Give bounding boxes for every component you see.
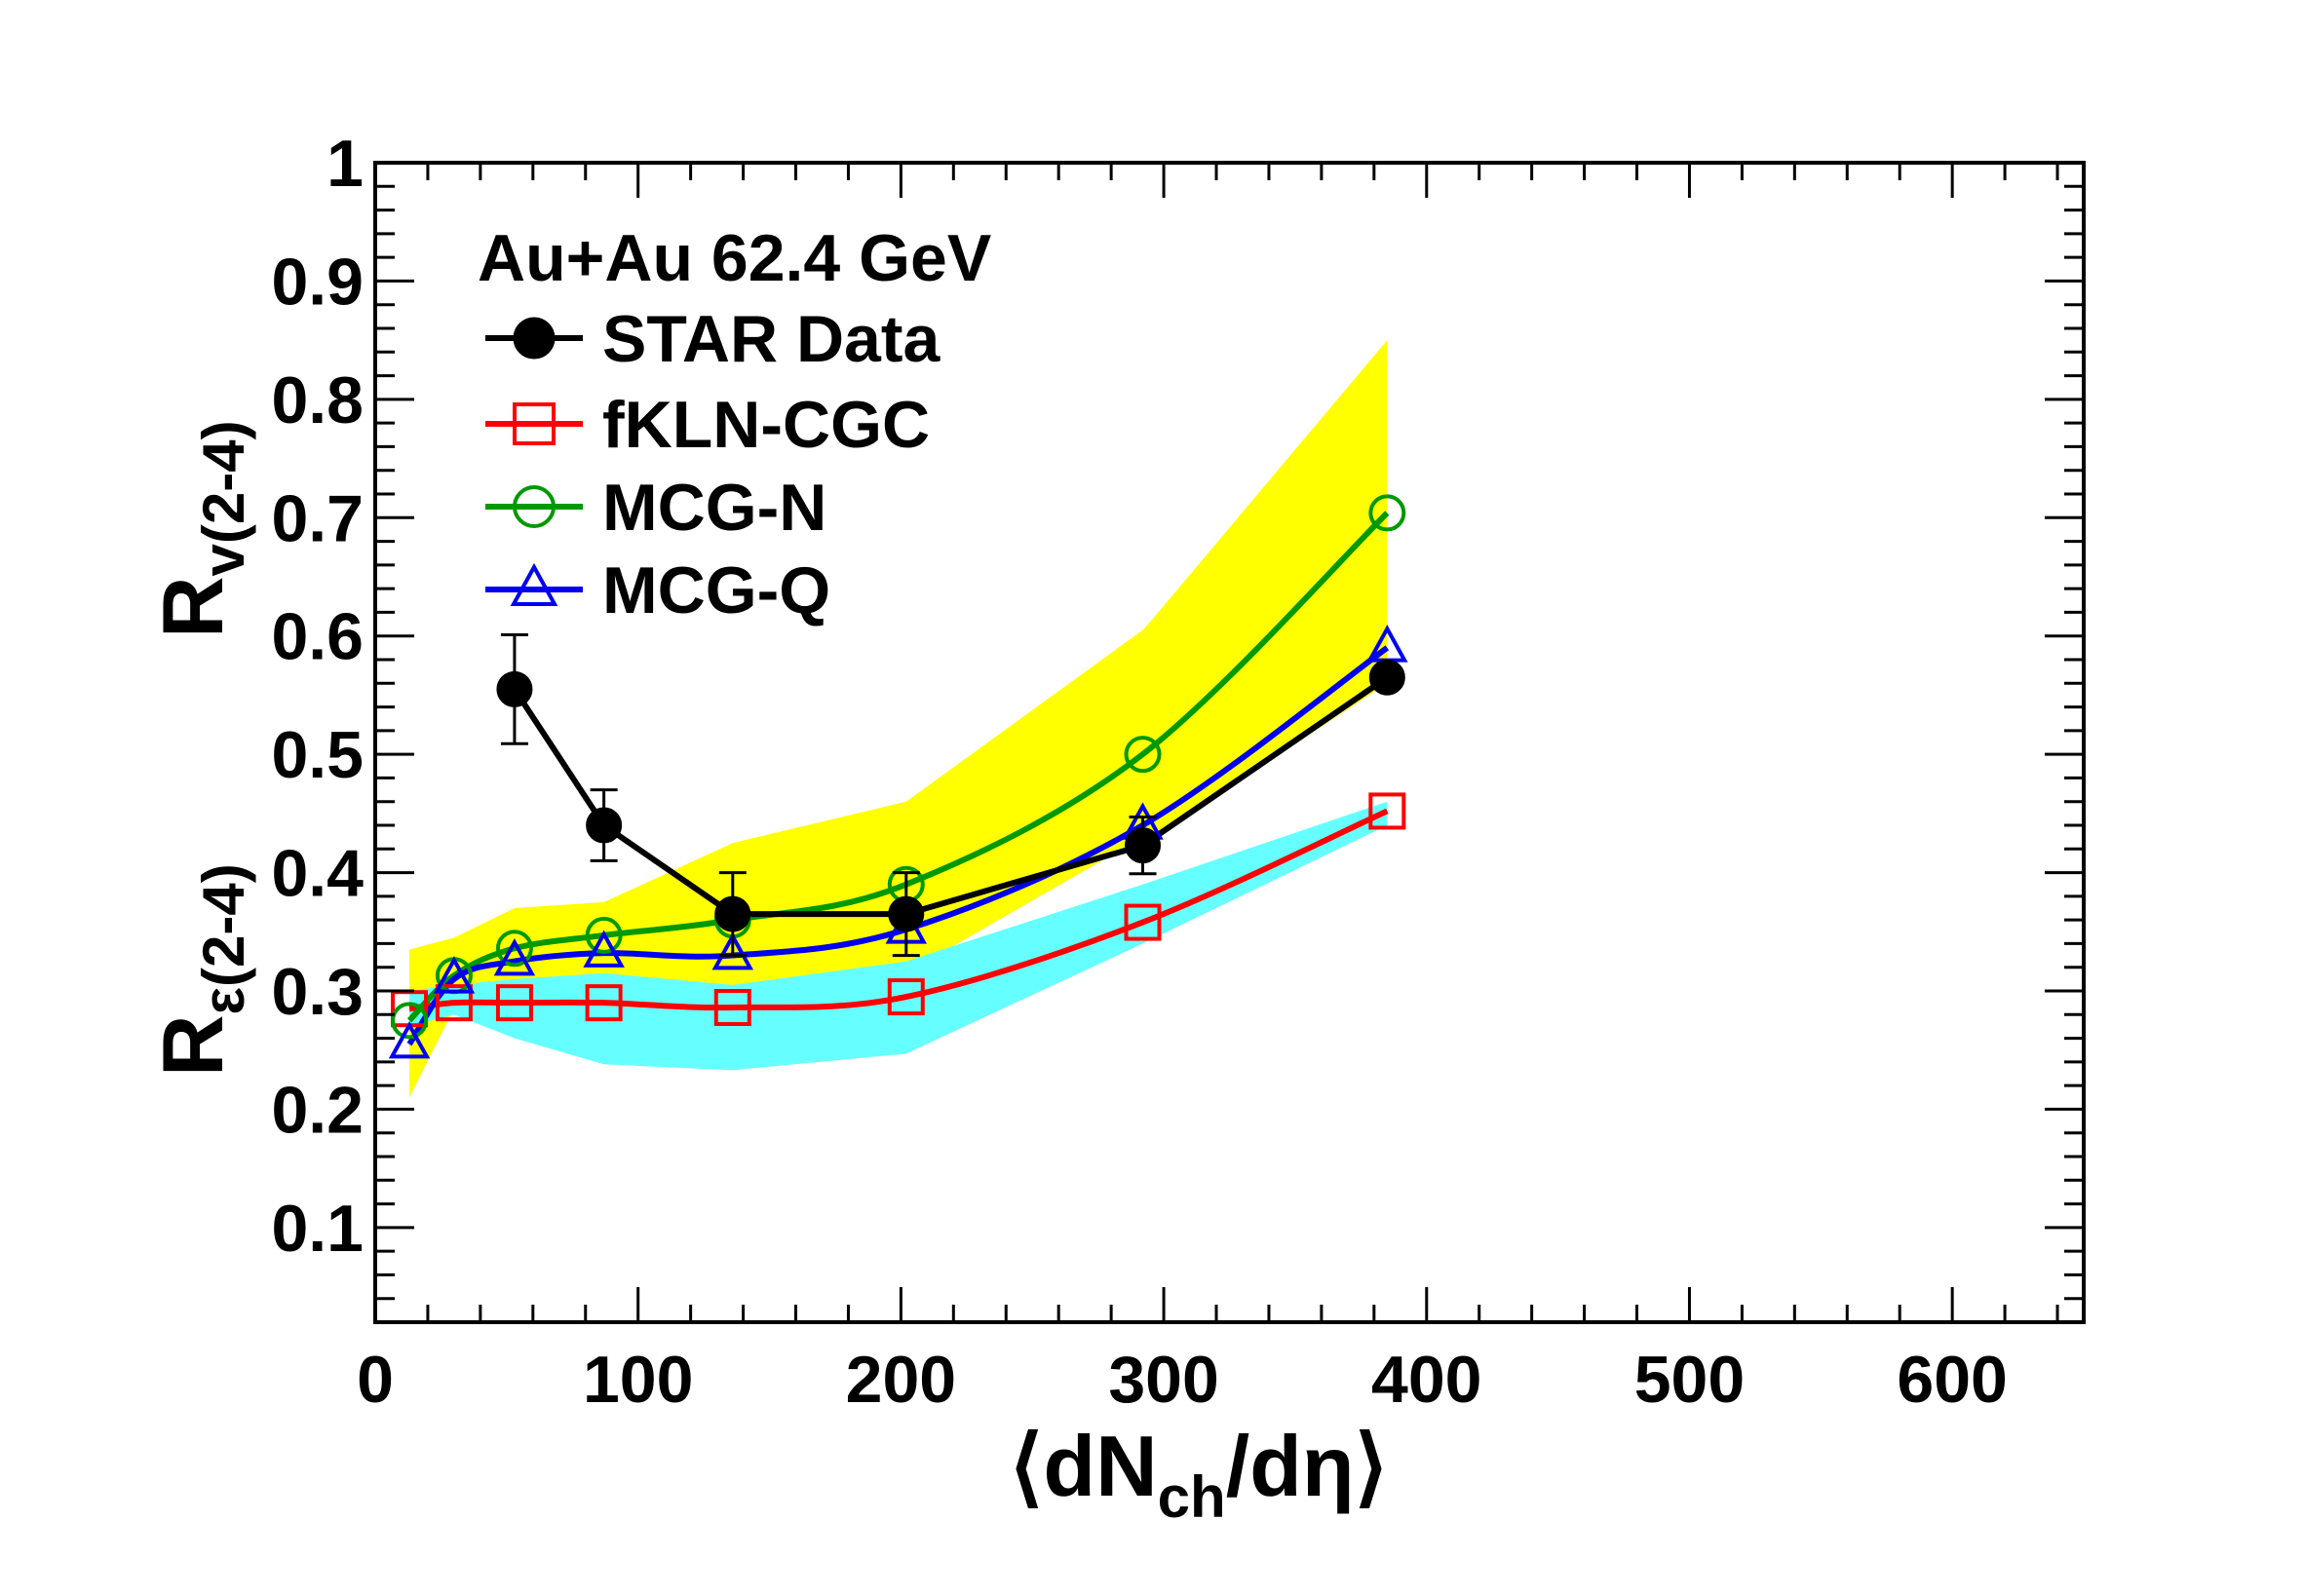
x-tick-label: 200 [846, 1343, 956, 1417]
data-markers [388, 494, 1408, 1059]
legend: Au+Au 62.4 GeV STAR Data fKLN-CGC MCG-N MCG… [478, 221, 991, 627]
axis-ticks [373, 163, 2084, 1324]
y-tick-label: 0.7 [271, 481, 364, 555]
mcg-n-point [495, 930, 533, 968]
mcg-q-curve [406, 645, 1390, 1046]
fkln-cgc-point [585, 984, 623, 1022]
fkln-cgc-point [1124, 903, 1162, 941]
legend-marker-star-data [513, 317, 556, 360]
mcg-n-point [1124, 736, 1162, 774]
x-tick-label: 500 [1634, 1343, 1745, 1417]
fkln-cgc-point [1368, 792, 1406, 830]
mcg-n-point [1368, 494, 1406, 532]
plot-frame [373, 161, 2086, 1324]
x-tick-label: 100 [583, 1343, 693, 1417]
y-tick-label: 0.6 [271, 600, 364, 674]
y-tick-label: 0.1 [271, 1192, 364, 1266]
star-data-point [1125, 827, 1162, 864]
tick-labels: 0 100 200 300 400 500 600 0.1 0.2 0.3 0.4 0.5 0.6 0.7… [271, 127, 2007, 1417]
x-axis-title: ⟨dNch/dη⟩ [1010, 1418, 1388, 1530]
y-tick-label: 0.5 [271, 718, 364, 792]
mcg-n-point [391, 1002, 429, 1040]
legend-title: Au+Au 62.4 GeV [478, 221, 991, 295]
mcg-q-point [388, 1020, 431, 1059]
star-data-point [496, 670, 533, 707]
star-data-point [888, 895, 925, 932]
x-tick-label: 400 [1371, 1343, 1481, 1417]
uncertainty-band-1 [409, 340, 1388, 1098]
y-tick-label: 0.2 [271, 1073, 364, 1147]
fkln-cgc-curve [408, 808, 1389, 1012]
mcg-q-point [433, 956, 476, 994]
y-tick-label: 0.8 [271, 363, 364, 437]
legend-entries: STAR Data fKLN-CGC MCG-N MCG-Q [485, 302, 941, 627]
mcg-q-point [583, 930, 625, 968]
legend-label-fkln-cgc: fKLN-CGC [602, 388, 930, 462]
x-tick-label: 300 [1108, 1343, 1218, 1417]
model-curves [406, 511, 1390, 1046]
legend-marker-fkln-cgc [513, 402, 556, 445]
legend-marker-mcg-n [513, 485, 556, 528]
legend-label-mcg-q: MCG-Q [602, 553, 830, 627]
fkln-cgc-point [713, 989, 751, 1026]
x-tick-label: 600 [1897, 1343, 2007, 1417]
fkln-cgc-point [435, 984, 473, 1022]
y-axis-title-bottom: Rε(2-4) [144, 863, 256, 1077]
legend-label-star-data: STAR Data [602, 302, 941, 376]
fkln-cgc-point [495, 984, 533, 1022]
y-tick-label: 0.9 [271, 245, 364, 319]
axes-frame [373, 161, 2086, 1324]
mcg-q-point [711, 931, 754, 970]
mcg-q-point [493, 937, 536, 976]
legend-marker-mcg-q [510, 562, 558, 606]
x-tick-label: 0 [357, 1343, 394, 1417]
y-tick-label: 0.4 [271, 837, 364, 911]
y-tick-label: 0.3 [271, 955, 364, 1029]
star-data-point [714, 895, 751, 932]
star-data-point [1368, 659, 1405, 696]
star-data-point [586, 807, 623, 844]
mcg-n-point [585, 916, 623, 954]
star-data-line [512, 674, 1390, 918]
y-tick-label: 1 [326, 127, 364, 201]
legend-label-mcg-n: MCG-N [602, 471, 826, 545]
fkln-cgc-point [887, 978, 925, 1016]
y-axis-title-top: Rv(2-4) [144, 420, 256, 638]
